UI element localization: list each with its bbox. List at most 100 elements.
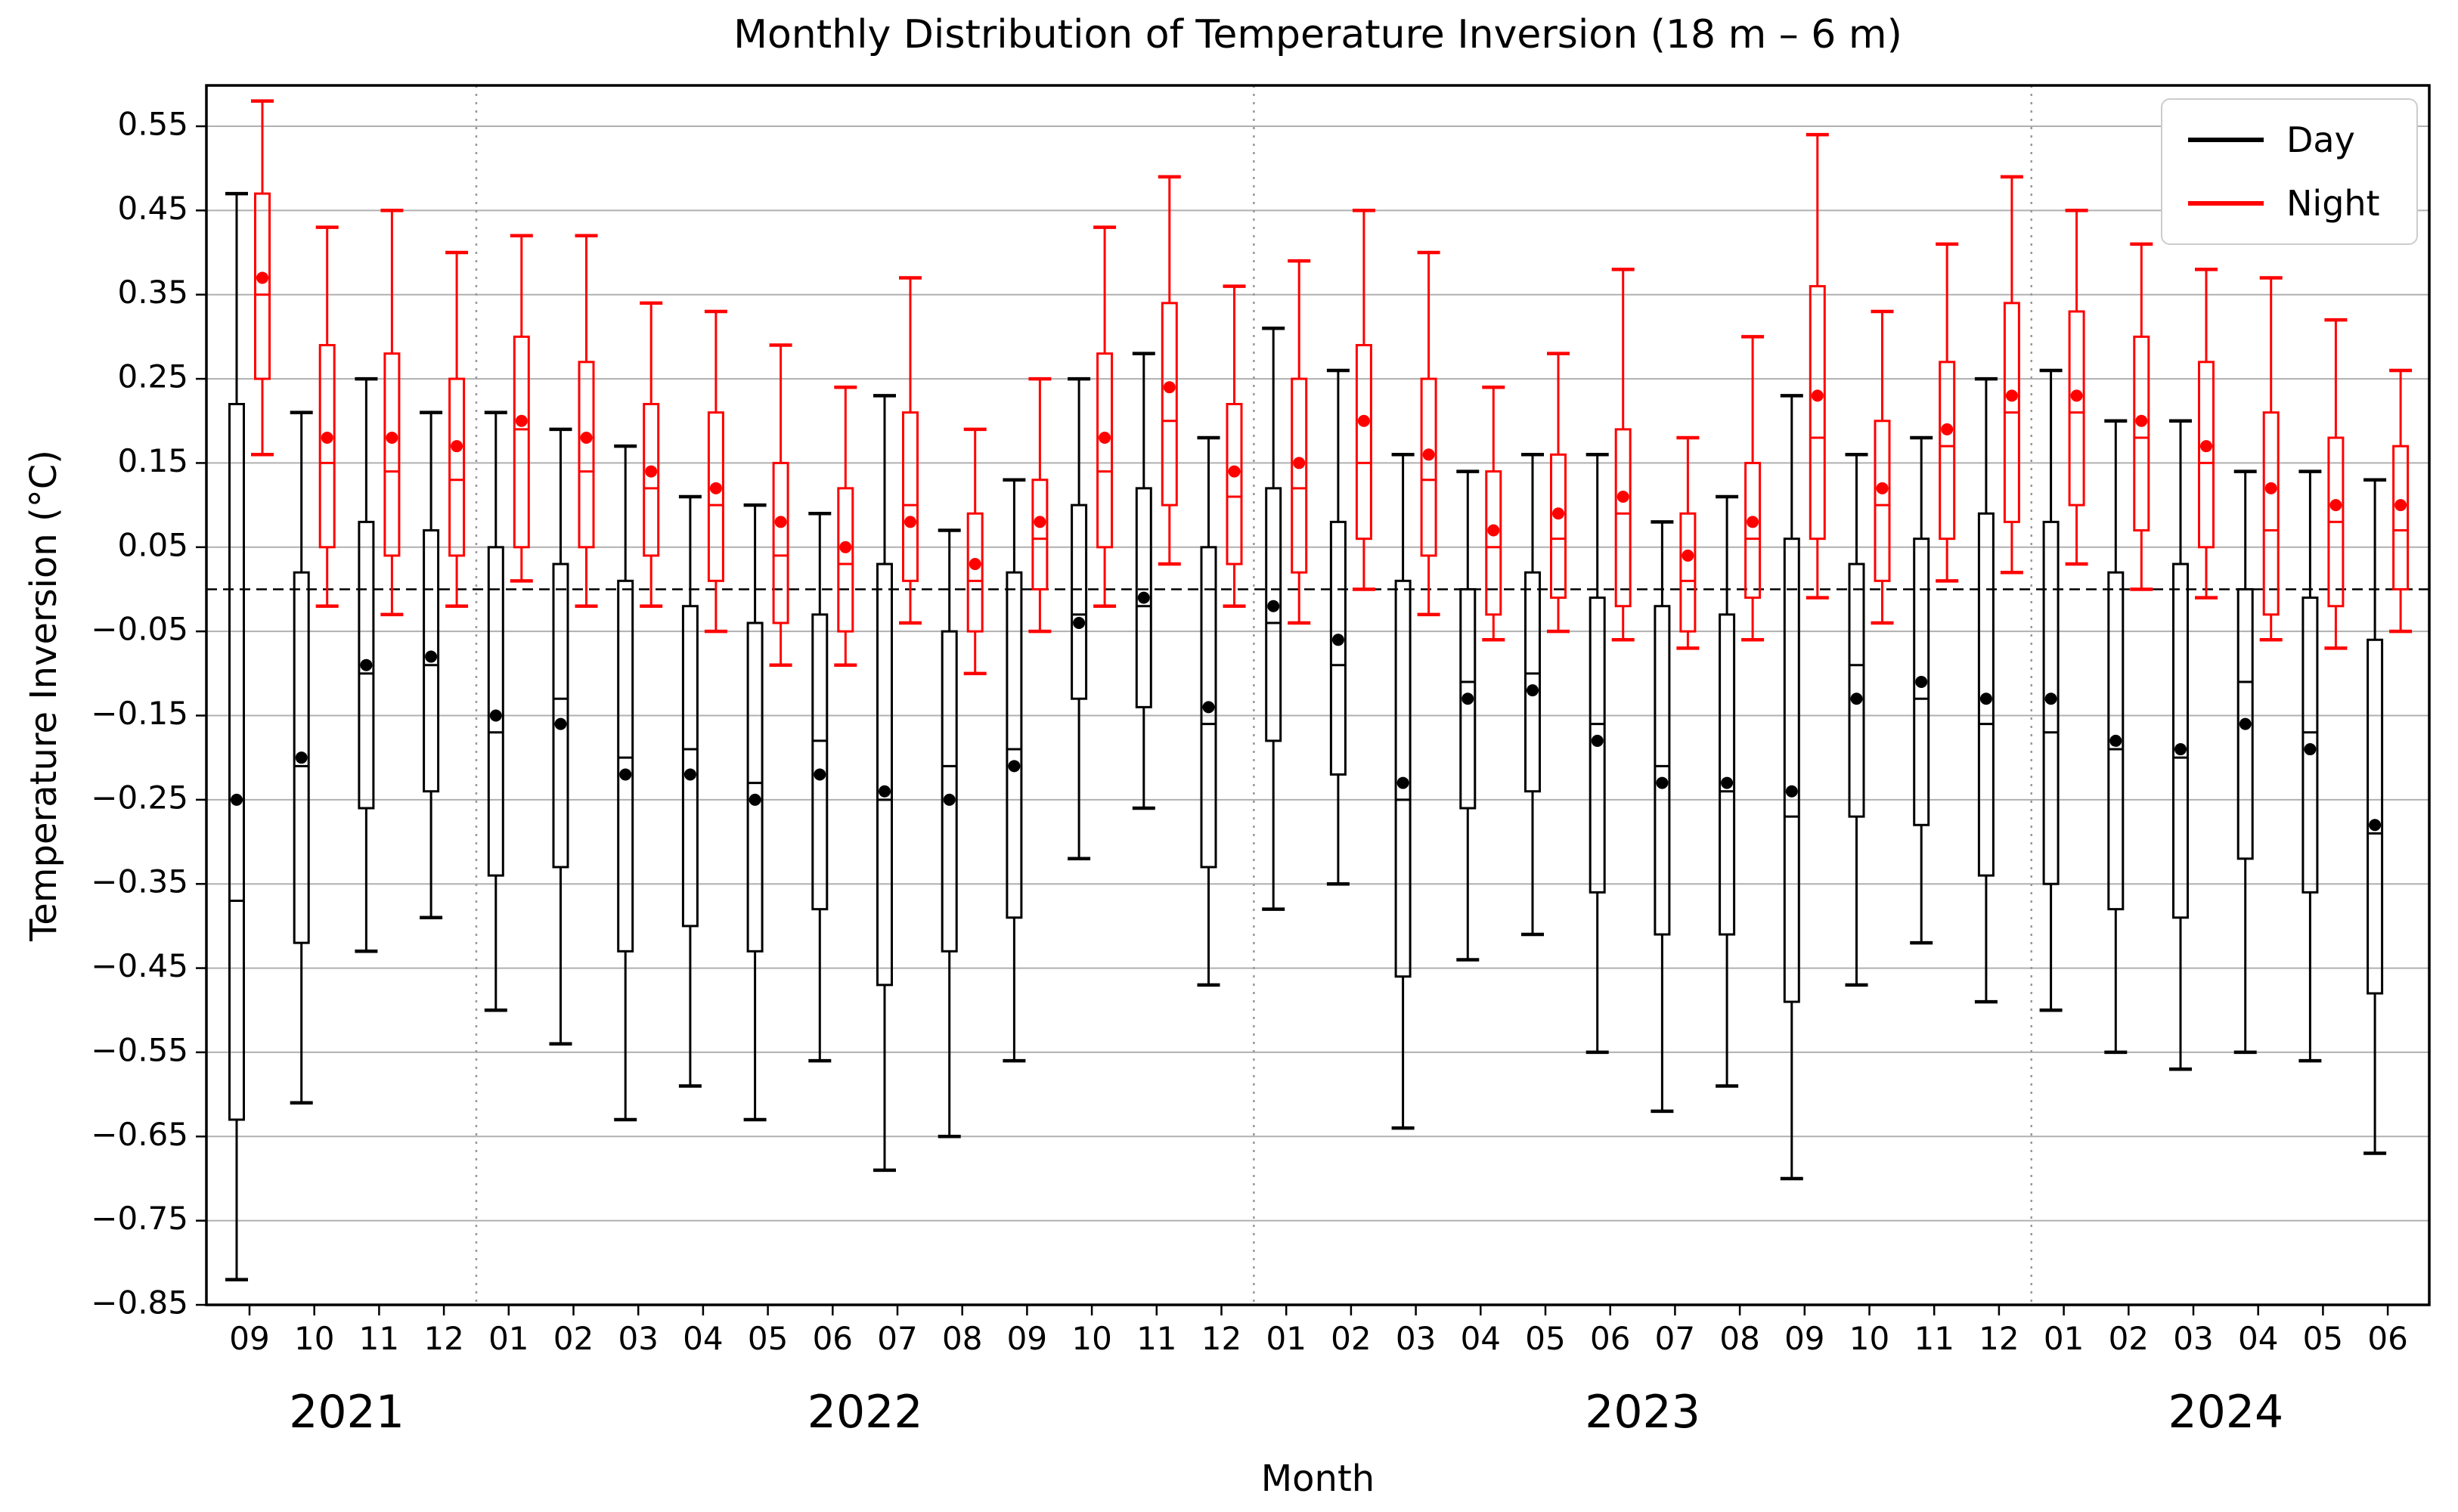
month-tick-label: 01 bbox=[488, 1320, 528, 1357]
night-boxplot-2022-12 bbox=[1223, 284, 1246, 608]
mean-dot bbox=[1008, 760, 1021, 773]
mean-dot bbox=[2109, 734, 2122, 747]
mean-dot bbox=[1656, 776, 1669, 789]
mean-dot bbox=[1422, 448, 1435, 461]
month-tick-label: 08 bbox=[1719, 1320, 1759, 1357]
night-boxplot-2023-06 bbox=[1611, 268, 1635, 642]
month-tick-label: 07 bbox=[1655, 1320, 1695, 1357]
iqr-box bbox=[1031, 479, 1049, 590]
iqr-box bbox=[2172, 562, 2189, 919]
day-boxplot-2023-09 bbox=[1780, 394, 1803, 1181]
iqr-box bbox=[1977, 512, 1995, 877]
night-boxplot-2022-04 bbox=[704, 309, 727, 634]
mean-dot bbox=[1527, 684, 1539, 697]
iqr-box bbox=[941, 630, 958, 953]
iqr-box bbox=[966, 512, 984, 633]
night-boxplot-2023-11 bbox=[1936, 242, 1959, 583]
iqr-box bbox=[1719, 613, 1736, 936]
day-boxplot-2021-12 bbox=[420, 411, 443, 920]
day-boxplot-2022-02 bbox=[549, 427, 572, 1046]
mean-dot bbox=[1747, 516, 1759, 528]
iqr-box bbox=[643, 402, 660, 557]
month-tick-label: 08 bbox=[942, 1320, 982, 1357]
month-tick-label: 12 bbox=[1979, 1320, 2019, 1357]
mean-dot bbox=[1461, 692, 1474, 705]
y-tick-label: 0.35 bbox=[117, 274, 188, 311]
mean-dot bbox=[1267, 600, 1280, 612]
iqr-box bbox=[1161, 302, 1178, 507]
mean-dot bbox=[1396, 776, 1409, 789]
night-boxplot-2023-03 bbox=[1417, 250, 1440, 617]
iqr-box bbox=[1329, 520, 1347, 776]
night-boxplot-2022-03 bbox=[640, 301, 663, 608]
month-tick-label: 12 bbox=[1201, 1320, 1241, 1357]
iqr-box bbox=[1654, 605, 1671, 936]
y-tick-label: −0.85 bbox=[91, 1284, 188, 1321]
mean-dot bbox=[683, 768, 696, 781]
iqr-box bbox=[1226, 402, 1243, 565]
mean-dot bbox=[2044, 692, 2057, 705]
day-boxplot-2021-09 bbox=[225, 191, 248, 1281]
day-boxplot-2023-01 bbox=[1262, 327, 1285, 911]
mean-dot bbox=[1876, 482, 1889, 494]
mean-dot bbox=[1850, 692, 1863, 705]
day-boxplot-2022-10 bbox=[1068, 376, 1091, 861]
month-tick-label: 01 bbox=[2044, 1320, 2084, 1357]
iqr-box bbox=[2107, 571, 2125, 911]
month-tick-label: 11 bbox=[1914, 1320, 1954, 1357]
mean-dot bbox=[256, 271, 268, 284]
iqr-box bbox=[383, 352, 401, 557]
month-tick-label: 02 bbox=[553, 1320, 594, 1357]
legend-entry-night: Night bbox=[2188, 183, 2391, 224]
month-tick-label: 03 bbox=[618, 1320, 658, 1357]
legend-label-night: Night bbox=[2286, 183, 2380, 224]
month-tick-label: 01 bbox=[1266, 1320, 1306, 1357]
iqr-box bbox=[772, 461, 789, 624]
iqr-box bbox=[811, 613, 829, 911]
night-boxplot-2021-12 bbox=[445, 250, 469, 608]
mean-dot bbox=[321, 432, 333, 445]
mean-dot bbox=[1357, 414, 1370, 427]
iqr-box bbox=[902, 411, 919, 582]
iqr-box bbox=[1459, 587, 1477, 810]
iqr-box bbox=[358, 520, 375, 810]
chart-title: Monthly Distribution of Temperature Inve… bbox=[733, 12, 1902, 57]
night-boxplot-2022-06 bbox=[834, 385, 857, 667]
night-boxplot-2023-09 bbox=[1806, 132, 1829, 600]
month-tick-label: 12 bbox=[423, 1320, 463, 1357]
day-boxplot-2024-04 bbox=[2233, 469, 2257, 1055]
iqr-box bbox=[876, 562, 893, 987]
month-tick-label: 04 bbox=[683, 1320, 723, 1357]
y-tick-label: −0.45 bbox=[91, 947, 188, 984]
day-boxplot-2022-07 bbox=[873, 394, 896, 1173]
iqr-box bbox=[1006, 571, 1023, 919]
day-boxplot-2024-05 bbox=[2298, 469, 2322, 1063]
iqr-box bbox=[1291, 377, 1308, 574]
night-boxplot-2024-01 bbox=[2065, 209, 2088, 566]
day-boxplot-2023-08 bbox=[1716, 494, 1739, 1088]
mean-dot bbox=[1721, 776, 1734, 789]
mean-dot bbox=[425, 650, 438, 663]
iqr-box bbox=[1265, 487, 1282, 742]
mean-dot bbox=[2135, 414, 2148, 427]
mean-dot bbox=[2264, 482, 2277, 494]
iqr-box bbox=[1550, 453, 1567, 600]
iqr-box bbox=[1809, 285, 1826, 541]
mean-dot bbox=[2239, 717, 2252, 730]
day-boxplot-2023-11 bbox=[1910, 435, 1933, 945]
iqr-box bbox=[513, 335, 530, 549]
year-label: 2023 bbox=[1585, 1386, 1700, 1439]
month-tick-label: 03 bbox=[2173, 1320, 2213, 1357]
iqr-box bbox=[228, 402, 245, 1121]
mean-dot bbox=[554, 717, 567, 730]
month-tick-label: 10 bbox=[294, 1320, 334, 1357]
month-tick-label: 04 bbox=[1461, 1320, 1501, 1357]
night-boxplot-2022-05 bbox=[769, 343, 792, 667]
year-label: 2022 bbox=[807, 1386, 923, 1439]
iqr-box bbox=[1848, 562, 1865, 818]
iqr-box bbox=[2068, 310, 2085, 507]
mean-dot bbox=[1293, 457, 1306, 469]
night-boxplot-2022-10 bbox=[1093, 225, 1117, 608]
day-boxplot-2023-07 bbox=[1651, 520, 1674, 1114]
